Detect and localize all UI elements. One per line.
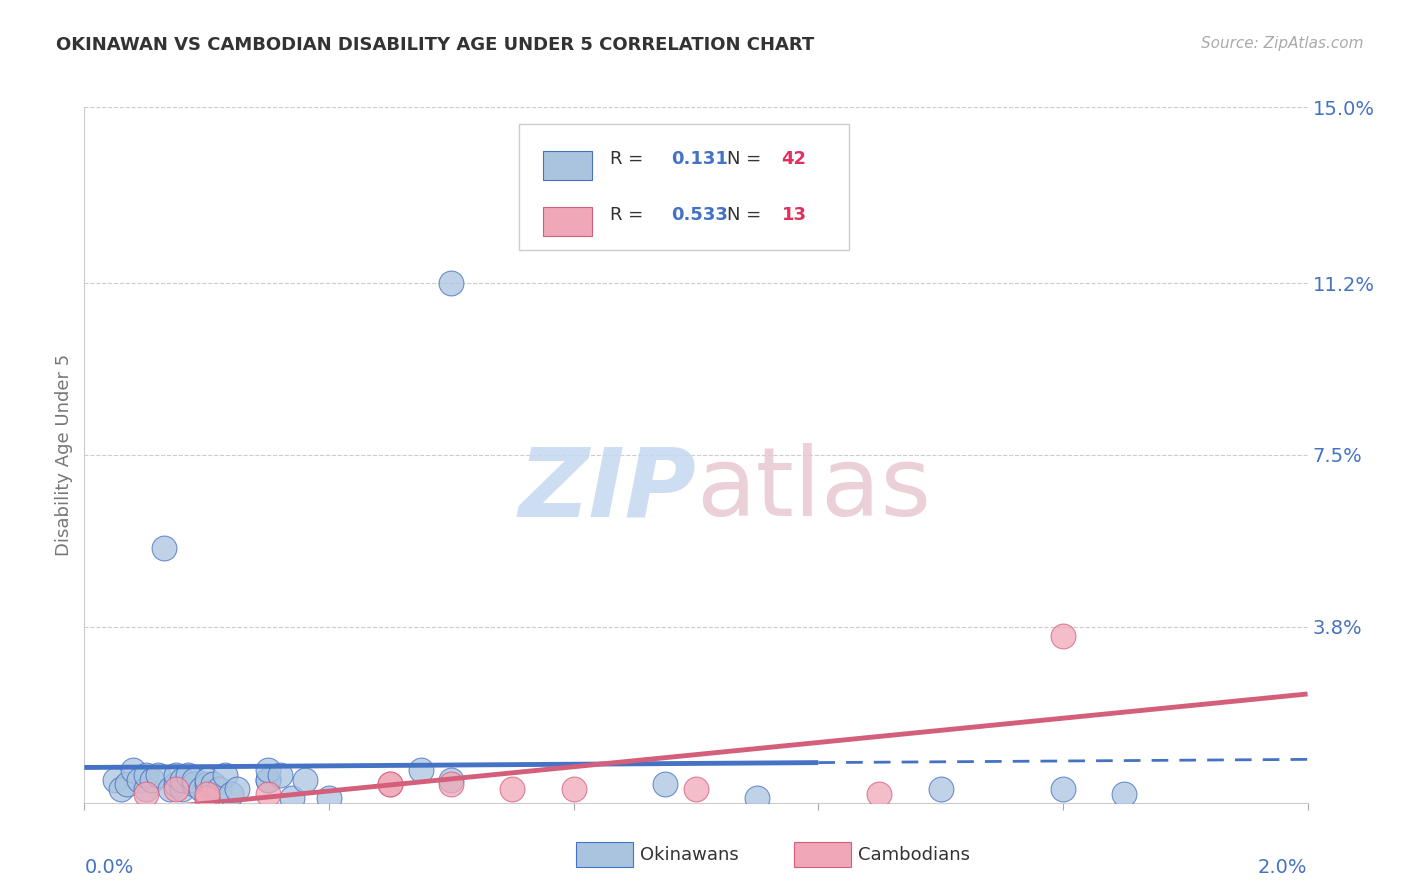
Point bbox=[135, 768, 157, 782]
Point bbox=[294, 772, 316, 787]
Point bbox=[177, 768, 200, 782]
Point bbox=[122, 764, 145, 778]
Point bbox=[183, 772, 205, 787]
Point bbox=[380, 777, 402, 791]
Point bbox=[183, 777, 205, 791]
Point bbox=[380, 777, 402, 791]
Point bbox=[257, 764, 280, 778]
Point bbox=[257, 772, 280, 787]
Point bbox=[165, 781, 187, 796]
Point bbox=[153, 541, 176, 555]
Point bbox=[190, 781, 212, 796]
Point bbox=[135, 781, 157, 796]
Text: OKINAWAN VS CAMBODIAN DISABILITY AGE UNDER 5 CORRELATION CHART: OKINAWAN VS CAMBODIAN DISABILITY AGE UND… bbox=[56, 36, 814, 54]
Point bbox=[195, 791, 218, 805]
Point bbox=[929, 781, 952, 796]
Point bbox=[1052, 629, 1074, 643]
Point bbox=[128, 772, 150, 787]
Point bbox=[440, 277, 463, 291]
Point bbox=[685, 781, 707, 796]
Text: 2.0%: 2.0% bbox=[1258, 858, 1308, 878]
Point bbox=[562, 781, 585, 796]
Text: 42: 42 bbox=[782, 150, 807, 169]
Point bbox=[195, 787, 218, 801]
Point bbox=[104, 772, 127, 787]
Point bbox=[115, 777, 138, 791]
Point bbox=[208, 781, 231, 796]
Text: 0.533: 0.533 bbox=[672, 206, 728, 224]
Text: R =: R = bbox=[610, 206, 644, 224]
Point bbox=[146, 768, 169, 782]
Text: Source: ZipAtlas.com: Source: ZipAtlas.com bbox=[1201, 36, 1364, 51]
Point bbox=[172, 772, 194, 787]
Text: 0.131: 0.131 bbox=[672, 150, 728, 169]
Point bbox=[654, 777, 676, 791]
Text: ZIP: ZIP bbox=[517, 443, 696, 536]
Point bbox=[409, 764, 432, 778]
FancyBboxPatch shape bbox=[543, 151, 592, 180]
Text: 0.0%: 0.0% bbox=[84, 858, 134, 878]
Point bbox=[219, 787, 242, 801]
Text: N =: N = bbox=[727, 206, 761, 224]
Text: N =: N = bbox=[727, 150, 761, 169]
Point bbox=[501, 781, 523, 796]
Y-axis label: Disability Age Under 5: Disability Age Under 5 bbox=[55, 354, 73, 556]
Text: 13: 13 bbox=[782, 206, 807, 224]
Point bbox=[165, 768, 187, 782]
Point bbox=[1052, 781, 1074, 796]
Point bbox=[318, 791, 340, 805]
Point bbox=[172, 781, 194, 796]
Point bbox=[195, 772, 218, 787]
Text: atlas: atlas bbox=[696, 443, 931, 536]
Point bbox=[269, 768, 291, 782]
Point bbox=[195, 791, 218, 805]
FancyBboxPatch shape bbox=[519, 124, 849, 250]
Point bbox=[257, 772, 280, 787]
Point bbox=[440, 772, 463, 787]
Point bbox=[201, 777, 224, 791]
Point bbox=[1114, 787, 1136, 801]
Point bbox=[745, 791, 768, 805]
FancyBboxPatch shape bbox=[543, 207, 592, 235]
Text: Okinawans: Okinawans bbox=[640, 846, 738, 863]
Point bbox=[165, 777, 187, 791]
Point bbox=[440, 777, 463, 791]
Point bbox=[110, 781, 132, 796]
Point bbox=[257, 787, 280, 801]
Point bbox=[281, 791, 304, 805]
Point bbox=[869, 787, 891, 801]
Text: R =: R = bbox=[610, 150, 644, 169]
Point bbox=[195, 777, 218, 791]
Point bbox=[141, 772, 163, 787]
Point bbox=[159, 781, 181, 796]
Point bbox=[135, 787, 157, 801]
Text: Cambodians: Cambodians bbox=[858, 846, 970, 863]
Point bbox=[214, 768, 236, 782]
Point bbox=[226, 781, 249, 796]
